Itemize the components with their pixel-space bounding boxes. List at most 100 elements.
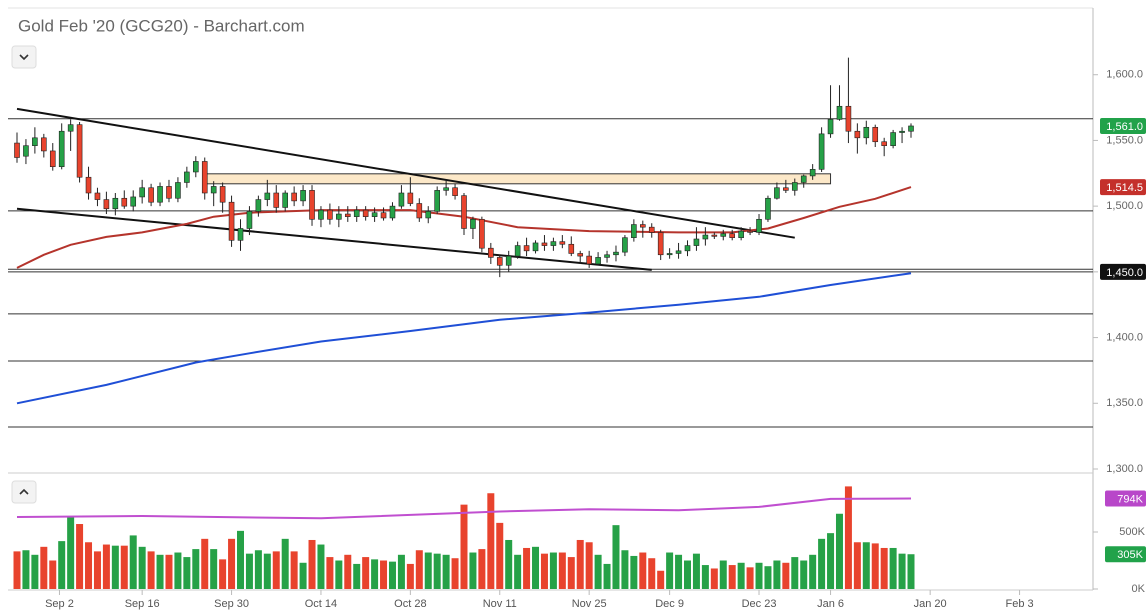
candle-body (577, 253, 584, 257)
candle-body (327, 209, 333, 220)
volume-bar (898, 553, 906, 589)
candle-body (246, 211, 253, 229)
volume-bar (755, 562, 763, 589)
candle-body (228, 201, 235, 241)
y-tick-label: 1,550.0 (1106, 134, 1143, 146)
volume-bar (487, 493, 495, 589)
candle-body (586, 255, 592, 265)
candle-body (684, 245, 691, 252)
candle-body (371, 212, 378, 217)
volume-bar (192, 549, 200, 589)
volume-bar (558, 552, 566, 589)
volume-bar (120, 545, 128, 589)
volume-tick-label: 0K (1132, 583, 1146, 595)
candle-body (747, 230, 753, 233)
candle-body (809, 169, 816, 177)
candle-body (845, 105, 852, 132)
volume-bar (567, 557, 575, 589)
volume-bar (31, 554, 39, 589)
candle-body (344, 213, 351, 217)
candle-body (595, 257, 601, 265)
candle-body (443, 187, 449, 191)
candle-body (774, 187, 780, 199)
candle-body (264, 192, 271, 200)
candle-body (756, 218, 762, 233)
volume-bar (630, 555, 638, 589)
candle-body (175, 182, 181, 199)
volume-bar (371, 559, 379, 589)
volume-bar (49, 560, 57, 589)
volume-bar (85, 542, 93, 589)
x-tick-label: Sep 2 (45, 598, 74, 610)
candle-body (300, 190, 306, 202)
value-tag-label: 1,514.5 (1106, 182, 1143, 194)
volume-bar (496, 522, 504, 589)
volume-bar (514, 554, 522, 589)
x-tick-label: Oct 28 (394, 598, 426, 610)
volume-bar (424, 552, 432, 589)
volume-bar (871, 543, 879, 589)
volume-bar (594, 554, 602, 589)
moving-average (16, 272, 912, 405)
volume-bar (880, 547, 888, 589)
volume-bar (245, 553, 253, 589)
volume-bar (692, 553, 700, 589)
volume-bar (290, 551, 298, 589)
expand-button[interactable] (11, 480, 37, 504)
candle-body (184, 171, 190, 183)
candle-body (765, 197, 771, 220)
candle-body (362, 209, 369, 217)
volume-bar (844, 486, 852, 589)
candle-body (389, 205, 396, 219)
x-tick-label: Jan 20 (914, 598, 947, 610)
volume-bar (666, 552, 674, 589)
volume-bar (818, 538, 826, 589)
volume-bar (397, 554, 405, 589)
volume-bar (362, 557, 370, 589)
volume-bar (585, 542, 593, 589)
candle-body (568, 243, 575, 254)
candle-body (836, 105, 843, 120)
candle-body (711, 234, 718, 237)
candle-body (201, 161, 208, 194)
candle-body (130, 196, 137, 207)
volume-bar (317, 544, 325, 589)
volume-bar (138, 546, 146, 589)
candle-body (783, 187, 789, 191)
volume-bar (415, 550, 423, 589)
candle-body (121, 197, 128, 207)
volume-bar (549, 552, 557, 589)
volume-bar (228, 538, 236, 589)
volume-bar (219, 559, 227, 589)
volume-bar (460, 504, 468, 589)
candle-body (639, 224, 646, 228)
volume-bar (165, 554, 173, 589)
candle-body (800, 175, 807, 183)
candle-body (479, 218, 485, 249)
volume-bar (773, 560, 781, 589)
candle-body (550, 241, 557, 246)
volume-bar (254, 550, 262, 589)
volume-bar (701, 565, 709, 589)
volume-bar (907, 554, 915, 589)
candle-body (854, 130, 861, 139)
candle-body (157, 186, 163, 203)
volume-bar (308, 539, 316, 589)
volume-bar (58, 541, 66, 589)
volume-bar (576, 539, 584, 589)
volume-bar (201, 538, 209, 589)
candle-body (657, 232, 664, 256)
collapse-button[interactable] (11, 45, 37, 69)
x-tick-label: Feb 3 (1005, 598, 1033, 610)
volume-bar (237, 530, 244, 589)
candle-body (67, 124, 74, 132)
candle-body (380, 212, 387, 219)
zone (204, 173, 832, 185)
volume-bar (809, 554, 817, 589)
volume-bar (791, 557, 799, 589)
candle-body (881, 141, 887, 146)
volume-bar (156, 554, 164, 589)
candle-body (631, 224, 637, 238)
candle-body (219, 186, 226, 203)
